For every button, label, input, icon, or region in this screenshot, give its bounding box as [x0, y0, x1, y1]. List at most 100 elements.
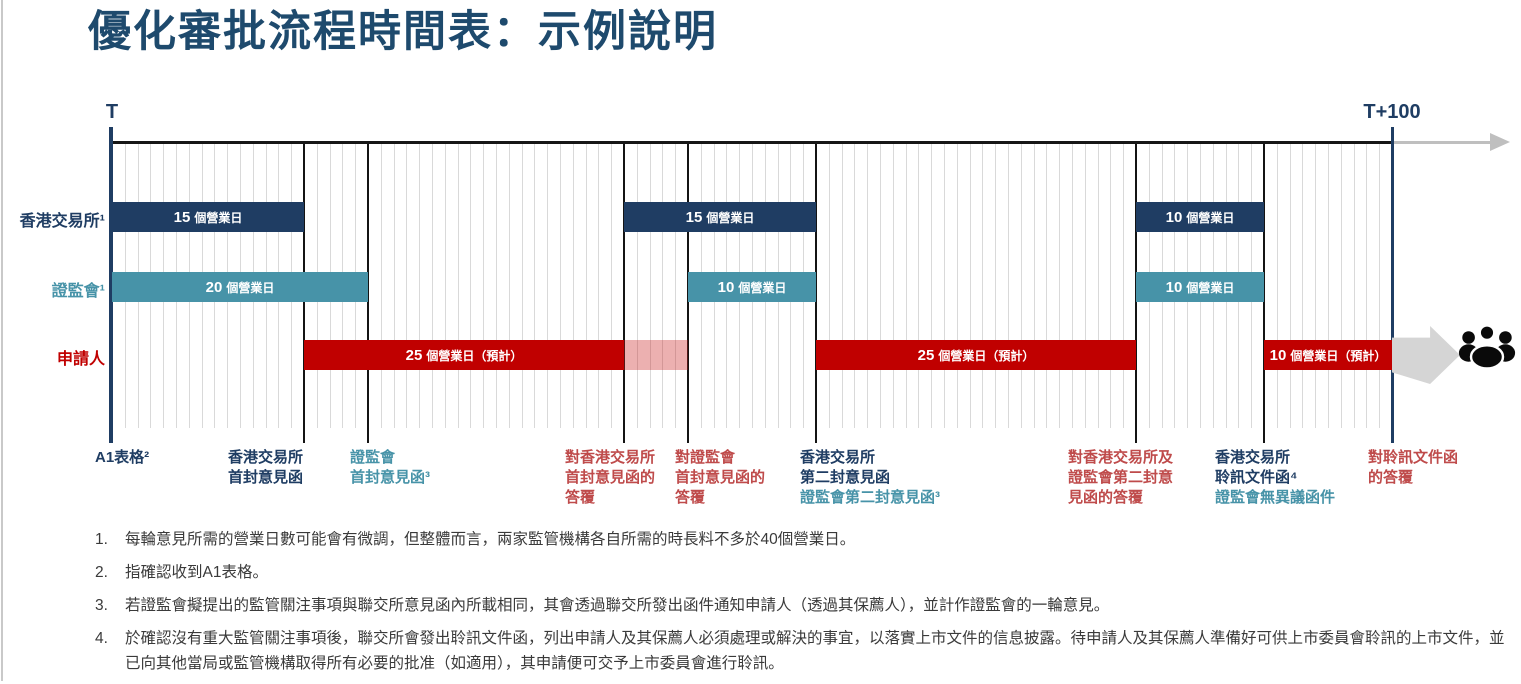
gridline: [560, 144, 561, 428]
bar-days-number: 10: [1165, 208, 1183, 226]
gridline: [585, 144, 587, 428]
milestone-label: 對香港交易所 首封意見函的 答覆: [565, 448, 655, 508]
milestone-label-line: 答覆: [675, 489, 706, 506]
bar-days-unit: 個營業日: [1186, 210, 1235, 225]
gridline: [1353, 144, 1355, 428]
milestone-label-line: 首封意見函的: [675, 469, 766, 486]
bar-days-number: 15: [173, 208, 191, 226]
gridline: [521, 144, 523, 428]
row-label: 申請人: [56, 351, 105, 368]
milestone-label-line: 第二封意見函: [800, 469, 891, 486]
bar-days-unit: 個營業日（預計）: [426, 348, 523, 363]
timeline-bar: 15 個營業日: [112, 202, 304, 232]
gridline: [1289, 144, 1291, 428]
gridline: [1315, 144, 1317, 428]
timeline-bar: 25 個營業日（預計）: [816, 340, 1136, 370]
gridline: [419, 144, 421, 428]
gridline: [841, 144, 843, 428]
row-label: 香港交易所¹: [19, 213, 105, 230]
milestone-label-line: A1表格²: [95, 449, 150, 466]
gridline: [892, 144, 894, 428]
timeline-axis-line: [112, 141, 1393, 144]
gridline: [995, 144, 997, 428]
footnote-number: 3.: [95, 597, 108, 614]
timeline-bar: 10 個營業日: [1136, 202, 1264, 232]
footnote-item: 4. 於確認沒有重大監管關注事項後，聯交所會發出聆訊文件函，列出申請人及其保薦人必…: [95, 626, 1515, 676]
bar-days-unit: 個營業日: [194, 210, 243, 225]
timeline-bar: 10 個營業日（預計）: [1264, 340, 1392, 370]
gridline: [547, 144, 549, 428]
gridline: [944, 144, 945, 428]
gridline: [1328, 144, 1329, 428]
gridline: [1379, 144, 1381, 428]
milestone-line: [1263, 144, 1265, 443]
footnote-item: 1. 每輪意見所需的營業日數可能會有微調，但整體而言，兩家監管機構各自所需的時長料…: [95, 527, 1515, 552]
gridline: [1020, 144, 1022, 428]
milestone-label: 對香港交易所及 證監會第二封意 見函的答覆: [1068, 448, 1173, 508]
gridline: [572, 144, 574, 428]
gridline: [496, 144, 497, 428]
milestone-label-line: 首封意見函: [228, 469, 304, 486]
gridline: [1008, 144, 1009, 428]
gridline: [1302, 144, 1304, 428]
milestone-label: 證監會 首封意見函³: [350, 448, 430, 488]
bar-days-unit: 個營業日: [738, 280, 787, 295]
gridline: [636, 144, 638, 428]
milestone-label-line: 對證監會: [675, 449, 736, 466]
milestone-label-line: 見函的答覆: [1068, 489, 1144, 506]
timeline-bar: 10 個營業日: [1136, 272, 1264, 302]
milestone-label-line: 對香港交易所: [565, 449, 656, 466]
bar-days-number: 25: [405, 346, 423, 364]
axis-start-label: T: [105, 101, 119, 123]
milestone-label-line: 的答覆: [1368, 469, 1414, 486]
footnote-number: 1.: [95, 531, 108, 548]
gridline: [1340, 144, 1342, 428]
footnote-text: 指確認收到A1表格。: [125, 564, 268, 581]
gridline: [880, 144, 881, 428]
milestone-label: 香港交易所 第二封意見函 證監會第二封意見函³: [800, 448, 940, 508]
gridline: [444, 144, 446, 428]
gridline: [1123, 144, 1125, 428]
bar-days-number: 25: [917, 346, 935, 364]
footnote-text: 若證監會擬提出的監管關注事項與聯交所意見函內所載相同，其會透過聯交所發出函件通知…: [125, 597, 1110, 614]
footnote-number: 4.: [95, 630, 108, 647]
gridline: [854, 144, 856, 428]
timeline-bar: 15 個營業日: [624, 202, 816, 232]
bar-days-unit: 個營業日: [226, 280, 275, 295]
milestone-label-line: 證監會: [350, 449, 396, 466]
milestone-line: [367, 144, 369, 443]
gridline: [931, 144, 933, 428]
gridline: [649, 144, 651, 428]
gridline: [1276, 144, 1278, 428]
milestone-label-line: 聆訊文件函⁴: [1215, 469, 1298, 486]
milestone-line: [815, 144, 817, 443]
milestone-label: A1表格²: [95, 448, 149, 468]
milestone-label: 對聆訊文件函 的答覆: [1368, 448, 1458, 488]
gridline: [867, 144, 869, 428]
bar-days-number: 15: [685, 208, 703, 226]
milestone-label-line: 首封意見函的: [565, 469, 656, 486]
footnote-item: 2. 指確認收到A1表格。: [95, 560, 1515, 585]
milestone-label: 香港交易所 首封意見函: [228, 448, 303, 488]
timeline-bar: 25 個營業日（預計）: [304, 340, 624, 370]
gridline: [470, 144, 472, 428]
timeline-end-line: [1391, 127, 1394, 443]
gridline: [1059, 144, 1061, 428]
gridline: [380, 144, 382, 428]
gridline: [1110, 144, 1112, 428]
milestone-label-line: 對香港交易所及: [1068, 449, 1174, 466]
bar-days-number: 10: [717, 278, 735, 296]
gridline: [969, 144, 971, 428]
gridline: [393, 144, 395, 428]
milestone-label-line: 證監會第二封意見函³: [800, 489, 940, 506]
gridline: [905, 144, 907, 428]
timeline-bar: 10 個營業日: [688, 272, 816, 302]
gridline: [1033, 144, 1035, 428]
gridline: [432, 144, 433, 428]
bar-days-unit: 個營業日（預計）: [938, 348, 1035, 363]
bar-days-number: 20: [205, 278, 223, 296]
milestone-label: 對證監會首封意見函的 答覆: [675, 448, 765, 508]
gridline: [457, 144, 459, 428]
footnote-text: 每輪意見所需的營業日數可能會有微調，但整體而言，兩家監管機構各自所需的時長料不多…: [125, 531, 856, 548]
